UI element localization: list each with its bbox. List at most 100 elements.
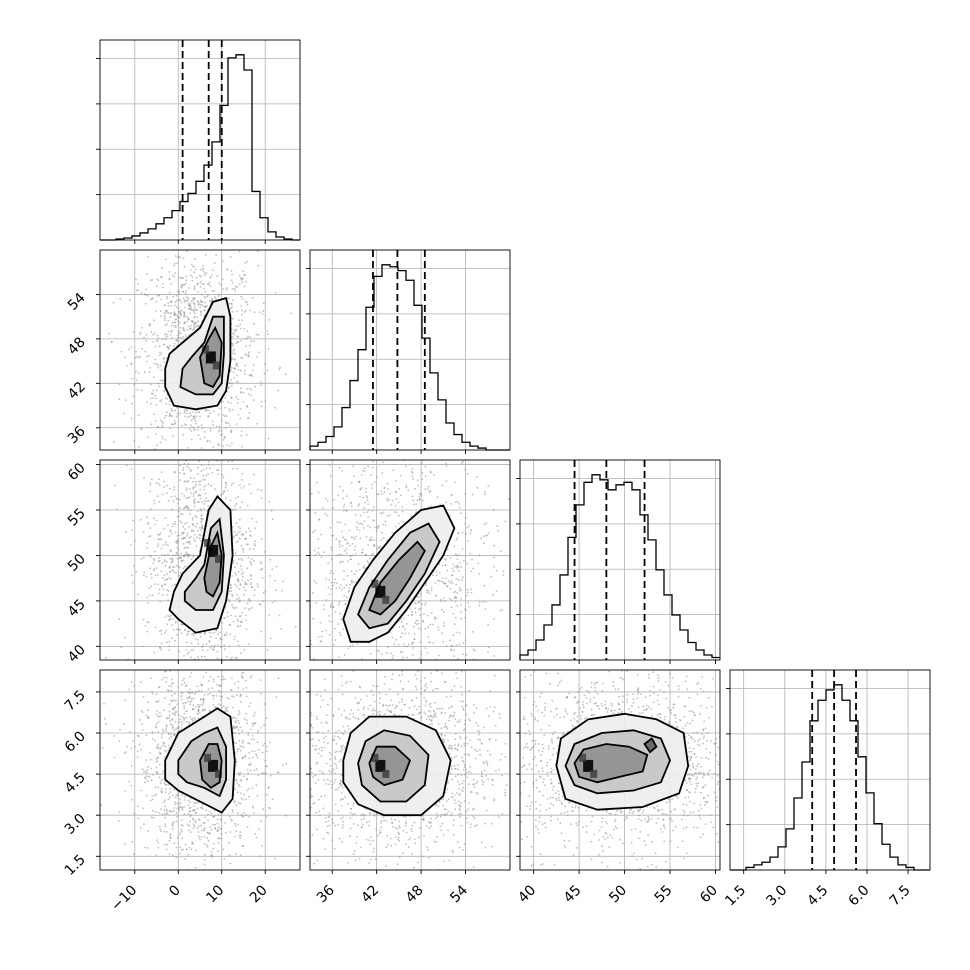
histogram-bin: [462, 442, 470, 450]
x-axis-ticks: [331, 450, 467, 454]
histogram-bin: [268, 232, 276, 240]
histogram-outline: [730, 684, 930, 871]
y-axis-ticks: 36 42 48 54: [65, 290, 100, 447]
histogram-bin: [890, 857, 898, 870]
density-peak: [205, 351, 216, 364]
histogram-bin: [754, 865, 762, 870]
contour-line: [342, 504, 456, 643]
panel-frame: [99, 249, 301, 451]
contour-line: [368, 745, 412, 787]
y-tick-label: 42: [65, 379, 89, 403]
x-tick-label: 1.5: [722, 882, 749, 909]
histogram-bin: [406, 280, 414, 450]
histogram-bin: [318, 442, 326, 450]
histogram-bin: [398, 271, 406, 450]
y-tick-label: 7.5: [62, 687, 89, 714]
histogram-bin: [422, 338, 430, 450]
y-tick-label: 54: [65, 290, 89, 314]
panel-frame: [309, 669, 511, 871]
x-axis-ticks: 1.5 3.0 4.5 6.0 7.5: [722, 870, 914, 909]
y-tick-label: 1.5: [62, 852, 89, 879]
contour-line: [177, 726, 227, 798]
histogram-bin: [818, 700, 826, 870]
density-panel-2-1: [99, 249, 301, 451]
histogram-bin: [576, 505, 584, 660]
histogram-bin: [196, 181, 204, 240]
histogram-bin: [236, 55, 244, 240]
y-tick-label: 4.5: [62, 770, 89, 797]
x-tick-label: 6.0: [846, 882, 873, 909]
scatter-points: [520, 670, 720, 870]
histogram-bin: [826, 690, 834, 870]
panel-frame: [99, 459, 301, 661]
density-peak: [208, 759, 219, 772]
x-tick-label: 0: [166, 882, 184, 900]
x-tick-label: 3.0: [763, 882, 790, 909]
histogram-bin: [520, 655, 528, 660]
x-tick-label: 42: [358, 882, 382, 906]
gridlines: [730, 670, 930, 870]
x-tick-label: 10: [203, 882, 227, 906]
histogram-bin: [172, 211, 180, 240]
histogram-bin: [164, 218, 172, 240]
histogram-bin: [552, 605, 560, 660]
density-fill: [369, 746, 410, 786]
y-tick-label: 40: [65, 642, 89, 666]
y-axis-ticks: [516, 691, 520, 857]
contour-line: [203, 529, 223, 598]
histogram-bin: [260, 218, 268, 240]
histogram-outline: [309, 264, 510, 451]
histogram-bin: [688, 642, 696, 660]
scatter-points: [310, 670, 510, 870]
contour-line: [368, 540, 426, 616]
x-axis-ticks: [533, 660, 716, 664]
gridlines: [100, 40, 300, 240]
histogram-bin: [696, 650, 704, 660]
histogram-bin: [794, 798, 802, 870]
histogram-bin: [672, 615, 680, 660]
contour-line: [164, 296, 232, 411]
contour-line: [357, 729, 430, 803]
histogram-outline: [100, 54, 300, 241]
histogram-bin: [382, 265, 390, 450]
scatter-points: [100, 670, 288, 870]
histogram-bin: [244, 70, 252, 240]
histogram-bin: [664, 595, 672, 660]
histogram-bin: [544, 625, 552, 660]
histogram-bin: [560, 575, 568, 660]
histogram-bin: [858, 757, 866, 870]
gridlines: [520, 460, 720, 660]
histogram-bin: [326, 436, 334, 450]
histogram-bin: [148, 229, 156, 240]
y-tick-label: 3.0: [62, 811, 89, 838]
x-tick-label: 4.5: [804, 882, 831, 909]
histogram-bin: [770, 857, 778, 870]
histogram-bin: [358, 350, 366, 450]
density-peak: [208, 544, 219, 557]
histogram-bin: [536, 640, 544, 660]
density-panel-4-2: [309, 669, 511, 871]
contour-line: [183, 517, 225, 611]
y-axis-ticks: 1.5 3.0 4.5 6.0 7.5: [62, 687, 100, 879]
y-tick-label: 50: [65, 551, 89, 575]
panel-frame: [729, 669, 931, 871]
density-peak: [583, 759, 594, 772]
histogram-bin: [608, 490, 616, 660]
x-axis-ticks: [134, 450, 266, 454]
histogram-bin: [188, 193, 196, 240]
contour-line: [164, 707, 236, 814]
x-tick-label: 55: [652, 882, 676, 906]
histogram-panel-4: [726, 669, 931, 871]
panel-frame: [309, 249, 511, 451]
histogram-bin: [648, 540, 656, 660]
x-tick-label: 40: [515, 882, 539, 906]
contour-line: [555, 712, 690, 811]
y-tick-label: 6.0: [62, 729, 89, 756]
histogram-panel-3: [516, 459, 721, 661]
histogram-bin: [334, 427, 342, 450]
histogram-bin: [350, 381, 358, 450]
x-axis-ticks: −10 0 10 20: [108, 870, 271, 915]
x-tick-label: 54: [447, 882, 471, 906]
histogram-bin: [156, 224, 164, 240]
